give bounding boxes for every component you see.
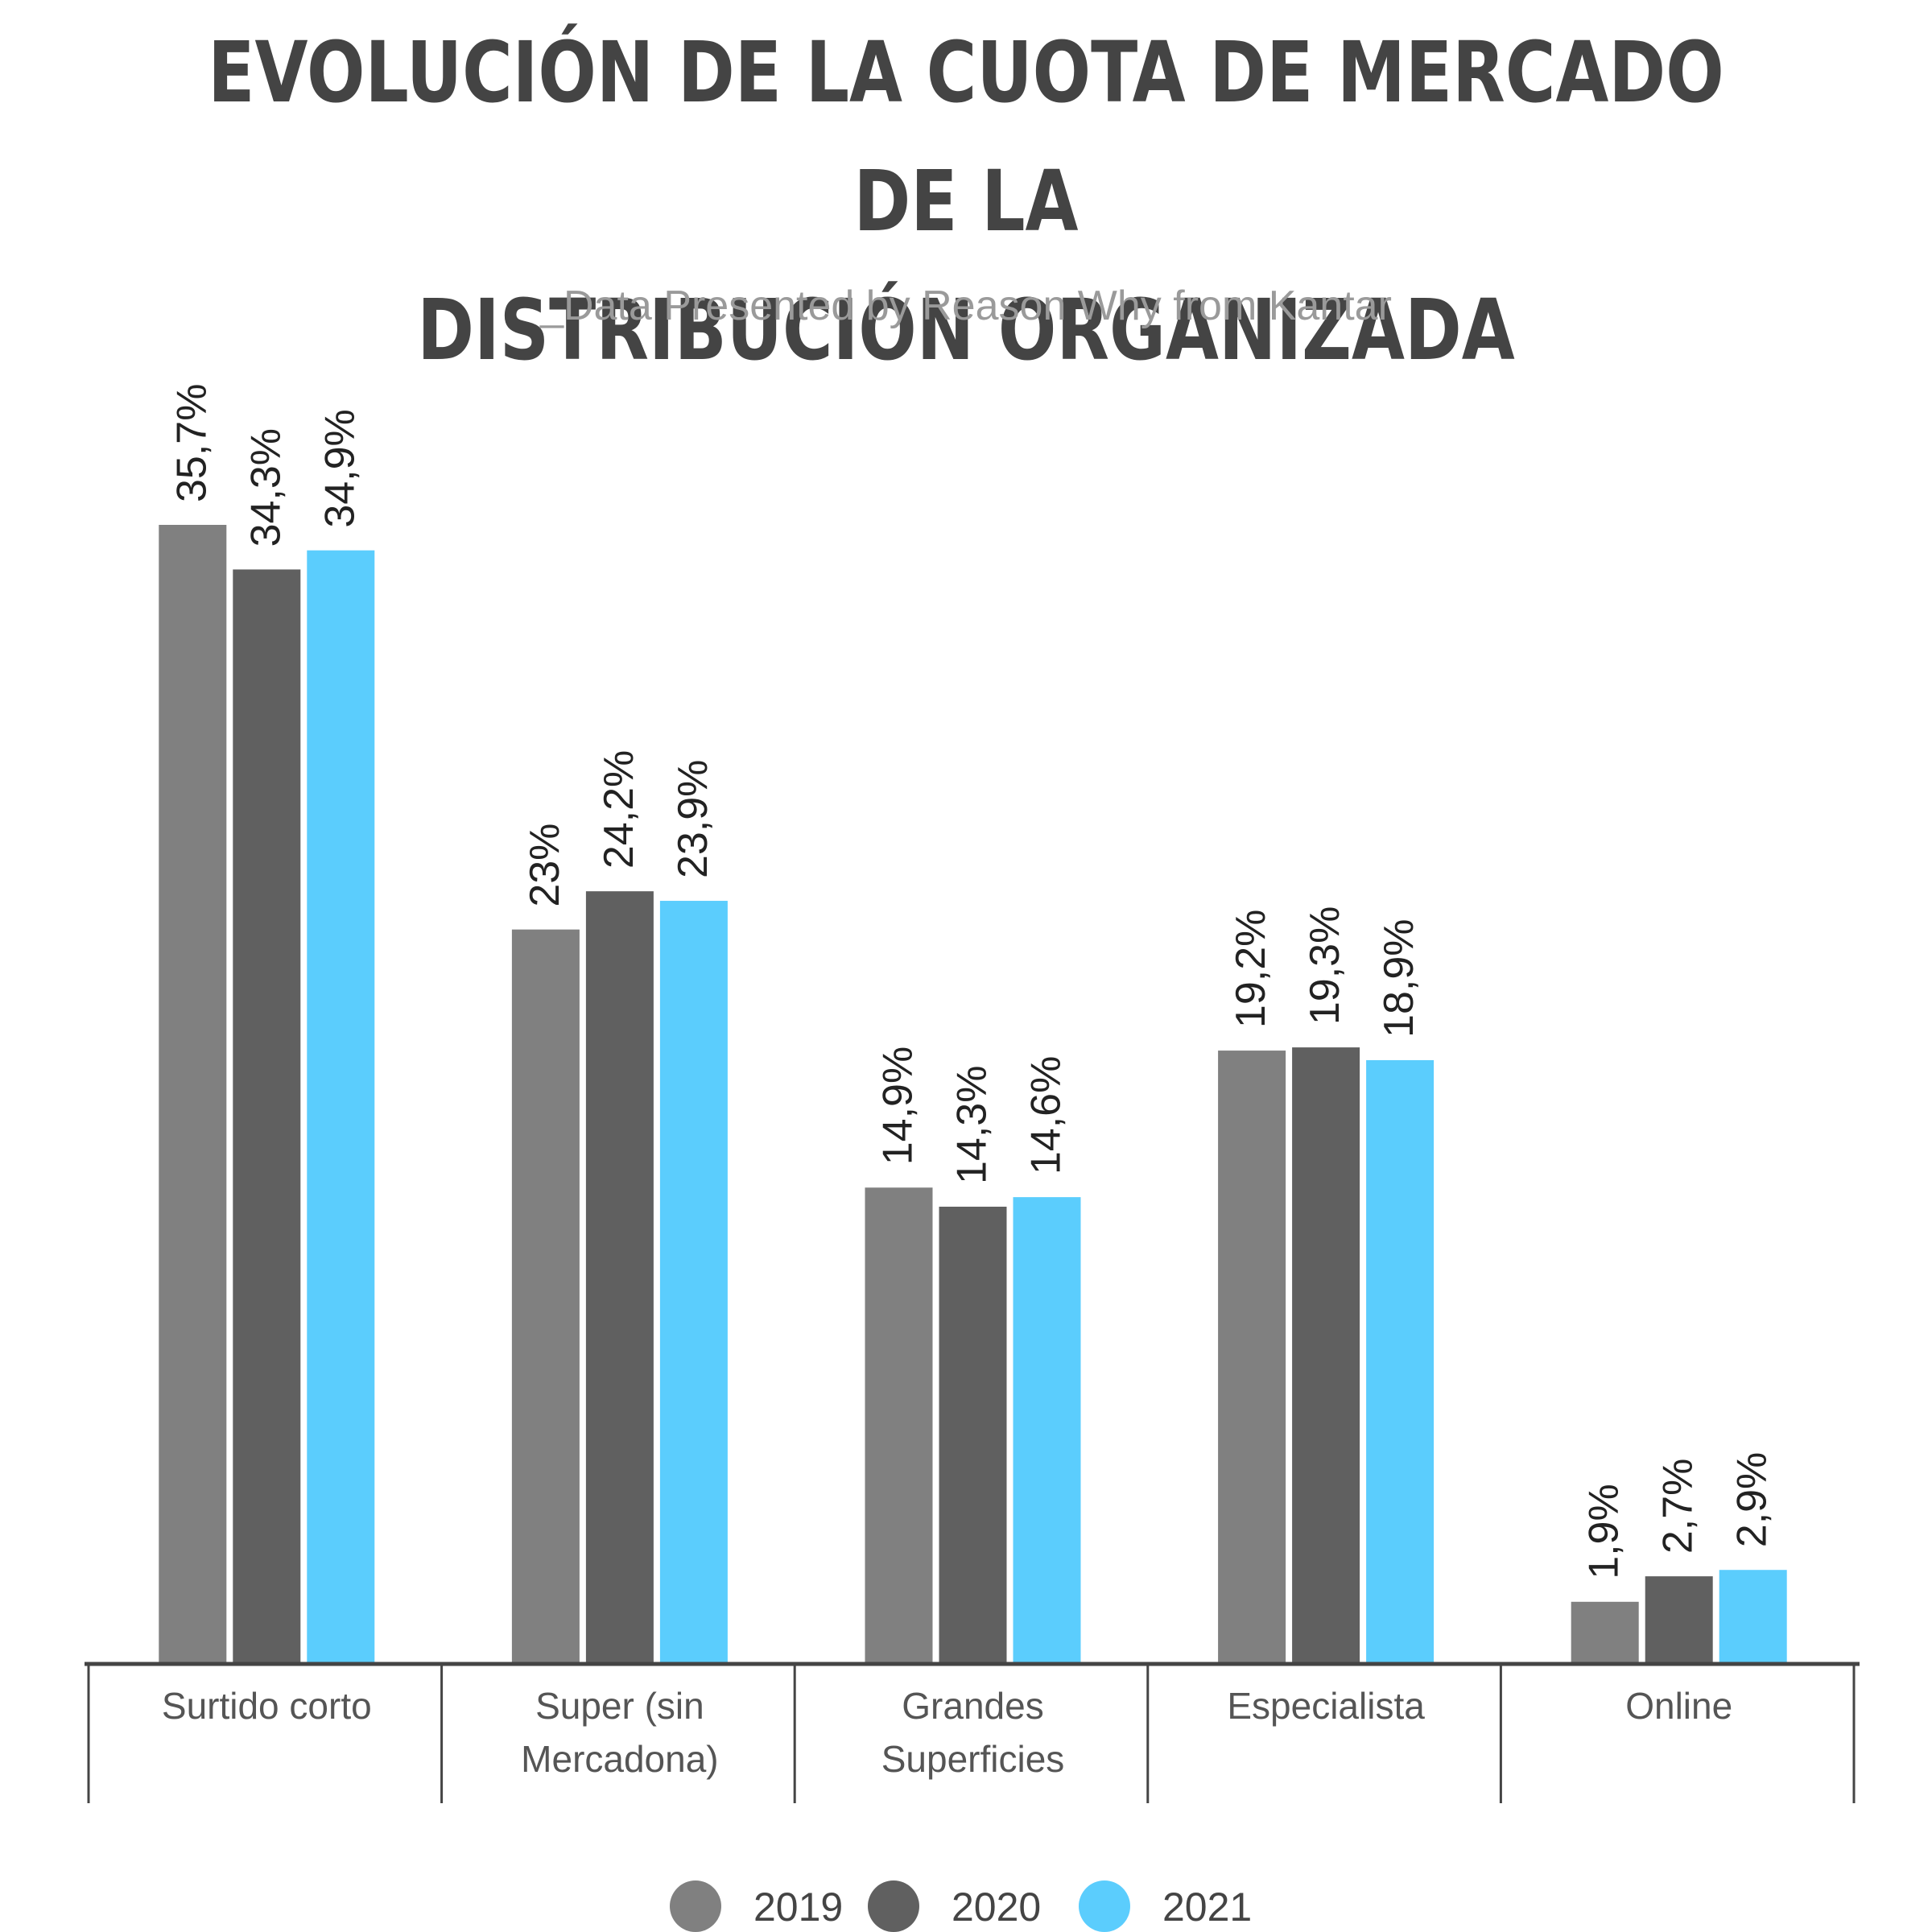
data-label-2020-2: 14,3% — [949, 1066, 996, 1184]
x-tick-label-2-1: Superficies — [881, 1738, 1065, 1780]
bar-2020-2 — [939, 1207, 1007, 1662]
legend-label-2021: 2021 — [1162, 1885, 1252, 1930]
bar-2019-0 — [159, 525, 227, 1662]
legend-label-2019: 2019 — [753, 1885, 843, 1930]
data-label-2019-4: 1,9% — [1581, 1484, 1628, 1579]
legend-label-2020: 2020 — [952, 1885, 1041, 1930]
bar-2021-4 — [1719, 1570, 1787, 1662]
bar-2021-0 — [307, 550, 375, 1663]
data-label-2019-2: 14,9% — [875, 1046, 922, 1165]
x-tick-label-4-0: Online — [1625, 1685, 1732, 1727]
data-label-2020-0: 34,3% — [242, 428, 289, 547]
legend-marker-2021 — [1079, 1880, 1130, 1932]
bar-2019-2 — [865, 1187, 933, 1662]
x-tick-label-1-0: Super (sin — [535, 1685, 704, 1727]
data-label-2019-0: 35,7% — [168, 384, 215, 502]
x-tick-label-1-1: Mercadona) — [521, 1738, 718, 1780]
data-label-2019-1: 23% — [522, 824, 568, 907]
data-label-2021-2: 14,6% — [1023, 1056, 1070, 1174]
x-tick-label-0-0: Surtido corto — [162, 1685, 372, 1727]
data-label-2021-1: 23,9% — [670, 760, 716, 878]
bar-2020-4 — [1645, 1576, 1713, 1662]
legend-marker-2019 — [670, 1880, 721, 1932]
legend-marker-2020 — [868, 1880, 919, 1932]
data-label-2020-1: 24,2% — [596, 750, 642, 869]
bar-2019-1 — [511, 929, 580, 1662]
bar-2019-4 — [1571, 1601, 1639, 1662]
data-label-2021-4: 2,9% — [1729, 1452, 1776, 1548]
data-label-2020-3: 19,3% — [1302, 906, 1348, 1025]
data-label-2019-3: 19,2% — [1228, 910, 1274, 1028]
chart-title-line-2: DISTRIBUCIÓN ORGANIZADA — [417, 281, 1515, 379]
chart-subtitle: _Data Presented by Reason Why from Kanta… — [540, 283, 1392, 329]
bar-2020-0 — [233, 569, 301, 1662]
bar-2020-3 — [1292, 1047, 1360, 1662]
bar-2021-3 — [1366, 1059, 1435, 1662]
bar-2019-3 — [1218, 1051, 1286, 1662]
chart-title-line-1: EVOLUCIÓN DE LA CUOTA DE MERCADO DE LA — [208, 23, 1724, 250]
x-tick-label-2-0: Grandes — [902, 1685, 1043, 1727]
x-tick-label-3-0: Especialista — [1227, 1685, 1425, 1727]
data-label-2020-4: 2,7% — [1655, 1459, 1702, 1554]
data-label-2021-3: 18,9% — [1376, 919, 1422, 1037]
data-label-2021-0: 34,9% — [316, 409, 363, 527]
bar-2021-2 — [1013, 1197, 1081, 1662]
chart-title: EVOLUCIÓN DE LA CUOTA DE MERCADO DE LA D… — [174, 8, 1758, 394]
bar-2020-1 — [585, 891, 654, 1662]
bar-2021-1 — [659, 901, 728, 1662]
